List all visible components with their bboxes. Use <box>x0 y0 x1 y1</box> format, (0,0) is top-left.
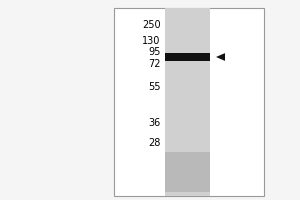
Text: 250: 250 <box>142 20 161 30</box>
Polygon shape <box>216 53 225 61</box>
Text: 130: 130 <box>142 36 160 46</box>
Text: 55: 55 <box>148 82 161 92</box>
Bar <box>165 53 210 60</box>
Bar <box>114 8 264 196</box>
Text: 36: 36 <box>148 118 160 128</box>
Bar <box>165 8 210 196</box>
Text: 28: 28 <box>148 138 160 148</box>
Text: 95: 95 <box>148 47 160 57</box>
Text: 72: 72 <box>148 59 161 69</box>
Bar <box>165 152 210 192</box>
